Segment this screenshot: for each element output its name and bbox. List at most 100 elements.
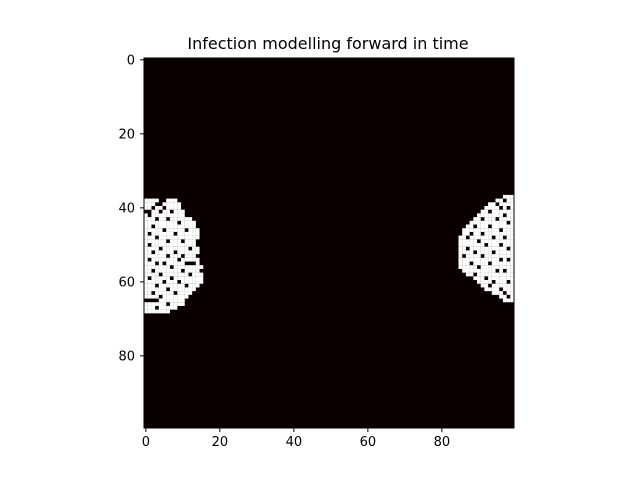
infected-cell: [173, 294, 178, 299]
infected-cell: [144, 231, 148, 236]
infected-cell: [144, 243, 148, 247]
infected-cell: [491, 261, 496, 266]
infected-cell: [177, 243, 182, 247]
infected-cell: [184, 287, 189, 292]
infected-cell: [169, 198, 174, 203]
infected-cell: [195, 265, 200, 269]
infected-cell: [510, 254, 515, 258]
infected-cell: [155, 198, 159, 203]
infected-cell: [502, 257, 507, 262]
infected-cell: [506, 272, 511, 277]
infected-cell: [155, 206, 159, 210]
infected-cell: [177, 294, 182, 299]
infected-cell: [477, 224, 481, 229]
infected-cell: [506, 291, 511, 295]
infected-cell: [491, 257, 496, 262]
infected-cell: [469, 250, 474, 255]
infected-cell: [158, 235, 163, 240]
infected-cell: [144, 283, 148, 288]
infected-cell: [169, 305, 174, 310]
infected-cell: [151, 239, 156, 244]
infected-cell: [147, 261, 152, 266]
infected-cell: [173, 305, 178, 310]
infected-cell: [169, 246, 174, 251]
infected-cell: [177, 209, 182, 214]
infected-cell: [462, 246, 466, 251]
infected-cell: [144, 280, 148, 284]
infected-cell: [144, 257, 148, 262]
infected-cell: [173, 246, 178, 251]
infected-cell: [144, 305, 148, 310]
infected-cell: [195, 283, 200, 288]
infected-cell: [177, 254, 182, 258]
y-axis: 0 20 40 60 80: [118, 53, 144, 364]
infected-cell: [499, 202, 503, 207]
infected-cell: [510, 294, 515, 299]
infected-cell: [169, 224, 174, 229]
infected-cell: [181, 250, 185, 255]
infected-cell: [184, 257, 189, 262]
infected-cell: [480, 283, 485, 288]
infected-cell: [510, 261, 515, 266]
infected-cell: [173, 254, 178, 258]
infected-cell: [166, 280, 170, 284]
infected-cell: [506, 250, 511, 255]
infected-cell: [173, 268, 178, 273]
infected-cell: [480, 239, 485, 244]
infected-cell: [155, 250, 159, 255]
infected-cell: [506, 202, 511, 207]
infected-cell: [188, 224, 193, 229]
infected-cell: [144, 291, 148, 295]
infected-cell: [151, 283, 156, 288]
infected-cell: [169, 280, 174, 284]
infected-cell: [147, 280, 152, 284]
infected-cell: [510, 202, 515, 207]
infected-cell: [477, 228, 481, 232]
infected-cell: [506, 194, 511, 199]
infected-cell: [488, 272, 492, 277]
infected-cell: [169, 268, 174, 273]
infected-cell: [151, 220, 156, 225]
infected-cell: [462, 239, 466, 244]
infected-cell: [162, 257, 167, 262]
infected-cell: [480, 213, 485, 218]
infected-cell: [477, 220, 481, 225]
infected-cell: [177, 276, 182, 281]
infected-cell: [192, 272, 196, 277]
infected-cell: [173, 239, 178, 244]
infected-cell: [495, 228, 500, 232]
infected-cell: [195, 228, 200, 232]
infected-cell: [491, 217, 496, 221]
infected-cell: [173, 209, 178, 214]
infected-cell: [166, 198, 170, 203]
infected-cell: [177, 272, 182, 277]
infected-cell: [162, 243, 167, 247]
infected-cell: [151, 265, 156, 269]
infected-cell: [499, 235, 503, 240]
infected-cell: [144, 246, 148, 251]
infected-cell: [169, 228, 174, 232]
infected-cell: [484, 220, 489, 225]
infected-cell: [188, 265, 193, 269]
infected-cell: [144, 235, 148, 240]
infected-cell: [480, 265, 485, 269]
infected-cell: [162, 217, 167, 221]
infected-cell: [177, 231, 182, 236]
infected-cell: [192, 268, 196, 273]
infected-cell: [188, 220, 193, 225]
infected-cell: [484, 209, 489, 214]
infected-cell: [477, 257, 481, 262]
infected-cell: [502, 254, 507, 258]
infected-cell: [177, 228, 182, 232]
infected-cell: [499, 261, 503, 266]
infected-cell: [181, 220, 185, 225]
infected-cell: [491, 209, 496, 214]
infected-cell: [495, 272, 500, 277]
infected-cell: [491, 220, 496, 225]
infected-cell: [502, 298, 507, 303]
plot-area: [144, 58, 515, 428]
infected-cell: [195, 276, 200, 281]
infected-cell: [173, 261, 178, 266]
infected-cell: [162, 272, 167, 277]
infected-cell: [147, 294, 152, 299]
